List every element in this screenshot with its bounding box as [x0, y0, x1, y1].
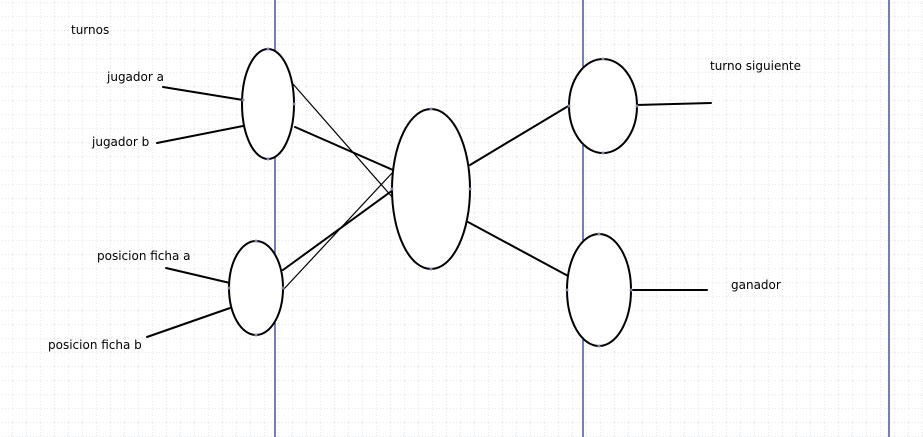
- edge-upper-to-center-thin[interactable]: [292, 83, 394, 199]
- output-edges: [629, 102, 712, 291]
- label-ganador: ganador: [731, 278, 781, 292]
- connection-handles: [227, 47, 639, 348]
- label-jugador-a: jugador a: [106, 70, 164, 84]
- handle: [468, 187, 472, 191]
- label-turno-siguiente: turno siguiente: [710, 59, 801, 73]
- handle: [266, 157, 270, 161]
- handle: [597, 232, 601, 236]
- edge-posicion-ficha-a[interactable]: [165, 267, 231, 284]
- handle: [635, 104, 639, 108]
- handle: [429, 267, 433, 271]
- edge-center-to-bottom-output[interactable]: [467, 221, 571, 278]
- edge-jugador-a[interactable]: [162, 86, 244, 101]
- node-input-lower[interactable]: [228, 240, 284, 336]
- edge-jugador-b[interactable]: [156, 125, 244, 144]
- handle: [266, 47, 270, 51]
- label-jugador-b: jugador b: [91, 135, 149, 149]
- edge-posicion-ficha-b[interactable]: [146, 307, 231, 338]
- handle: [292, 102, 296, 106]
- diagram-title: turnos: [71, 23, 109, 37]
- handle: [254, 239, 258, 243]
- handle: [629, 288, 633, 292]
- node-output-bottom[interactable]: [566, 233, 632, 347]
- label-posicion-ficha-b: posicion ficha b: [48, 338, 142, 352]
- handle: [254, 333, 258, 337]
- node-output-top[interactable]: [568, 58, 638, 154]
- handle: [227, 286, 231, 290]
- handle: [597, 344, 601, 348]
- handle: [241, 98, 245, 102]
- handle: [390, 187, 394, 191]
- node-center[interactable]: [391, 108, 471, 270]
- node-input-upper[interactable]: [241, 48, 295, 160]
- edge-center-to-top-output[interactable]: [469, 104, 571, 166]
- edge-turno-siguiente[interactable]: [635, 102, 712, 106]
- handle: [281, 286, 285, 290]
- input-edges: [146, 86, 244, 338]
- handle: [601, 151, 605, 155]
- handle: [601, 57, 605, 61]
- handle: [429, 107, 433, 111]
- handle: [565, 288, 569, 292]
- hidden-edges: [282, 83, 571, 291]
- edge-upper-to-center-thick[interactable]: [294, 126, 394, 171]
- label-posicion-ficha-a: posicion ficha a: [97, 249, 191, 263]
- edge-lower-to-center-thick[interactable]: [282, 189, 394, 271]
- handle: [567, 104, 571, 108]
